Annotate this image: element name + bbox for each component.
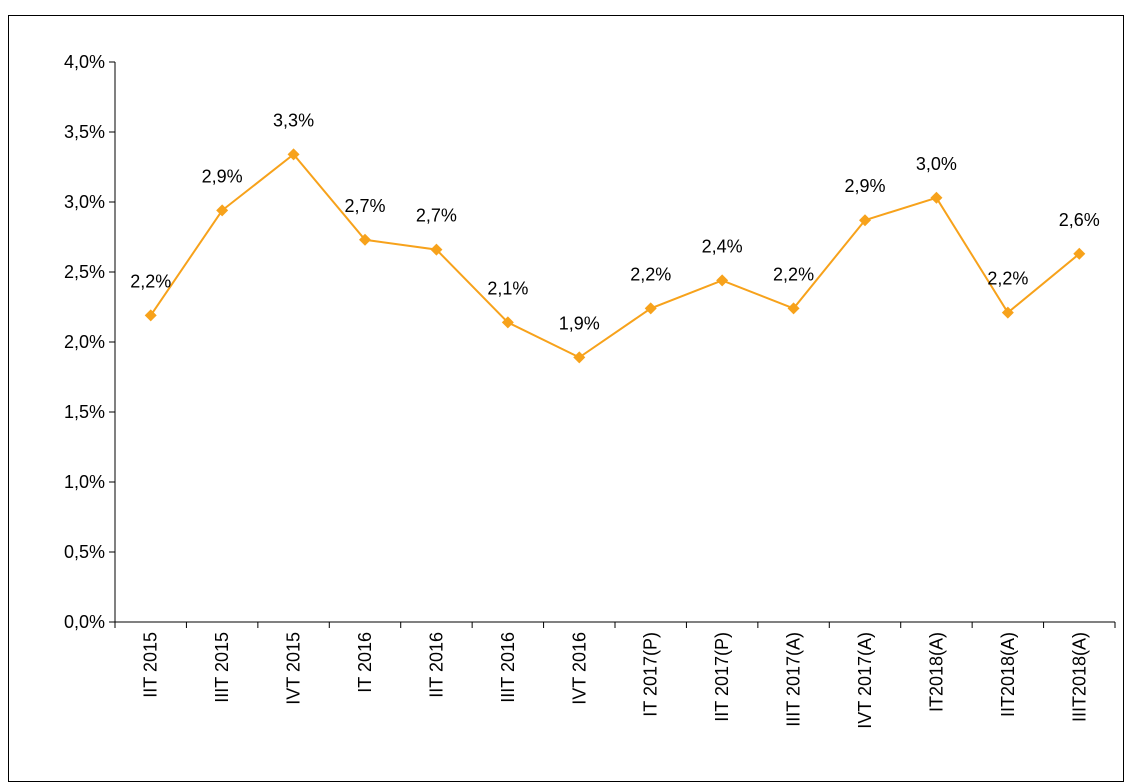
x-tick-label: IIIT2018(A)	[1069, 632, 1089, 722]
x-tick-label: IVT 2016	[569, 632, 589, 705]
marker	[359, 233, 371, 246]
data-label: 2,2%	[987, 269, 1028, 289]
x-tick-label: IIT 2015	[141, 632, 161, 698]
data-label: 2,7%	[344, 196, 385, 216]
marker	[144, 309, 157, 322]
data-label: 1,9%	[559, 313, 600, 333]
marker	[787, 302, 800, 315]
x-tick-label: IT2018(A)	[926, 632, 946, 712]
marker	[1073, 247, 1086, 260]
data-label: 2,4%	[702, 236, 743, 256]
y-tick-label: 3,5%	[64, 122, 105, 142]
y-tick-label: 4,0%	[64, 52, 105, 72]
marker	[501, 316, 514, 329]
y-tick-label: 1,5%	[64, 402, 105, 422]
x-tick-label: IVT 2017(A)	[855, 632, 875, 729]
y-tick-label: 2,5%	[64, 262, 105, 282]
data-label: 2,6%	[1059, 210, 1100, 230]
data-label: 2,2%	[630, 264, 671, 284]
line	[149, 153, 1080, 359]
marker	[644, 302, 657, 315]
data-label: 2,9%	[202, 166, 243, 186]
x-tick-label: IT 2016	[355, 632, 375, 693]
marker	[216, 204, 229, 217]
data-label: 2,9%	[844, 176, 885, 196]
data-label: 3,3%	[273, 110, 314, 130]
x-tick-label: IIIT 2017(A)	[784, 632, 804, 727]
y-tick-label: 0,5%	[64, 542, 105, 562]
chart-frame	[8, 15, 1124, 782]
data-label: 2,7%	[416, 206, 457, 226]
marker	[287, 148, 300, 161]
data-label: 2,2%	[130, 271, 171, 291]
marker	[430, 243, 443, 256]
y-tick-label: 0,0%	[64, 612, 105, 632]
data-label: 2,1%	[487, 278, 528, 298]
data-label: 2,2%	[773, 264, 814, 284]
marker	[1001, 306, 1014, 319]
x-tick-label: IIIT 2016	[498, 632, 518, 703]
marker	[573, 351, 586, 364]
y-tick-label: 3,0%	[64, 192, 105, 212]
x-tick-label: IT 2017(P)	[641, 632, 661, 717]
x-tick-label: IVT 2015	[284, 632, 304, 705]
data-label: 3,0%	[916, 154, 957, 174]
marker	[716, 274, 729, 287]
x-tick-label: IIT 2016	[426, 632, 446, 698]
x-tick-label: IIT 2017(P)	[712, 632, 732, 722]
y-tick-label: 1,0%	[64, 472, 105, 492]
x-tick-label: IIIT 2015	[212, 632, 232, 703]
x-tick-label: IIT2018(A)	[998, 632, 1018, 717]
y-tick-label: 2,0%	[64, 332, 105, 352]
marker	[930, 191, 943, 204]
marker	[859, 214, 871, 227]
